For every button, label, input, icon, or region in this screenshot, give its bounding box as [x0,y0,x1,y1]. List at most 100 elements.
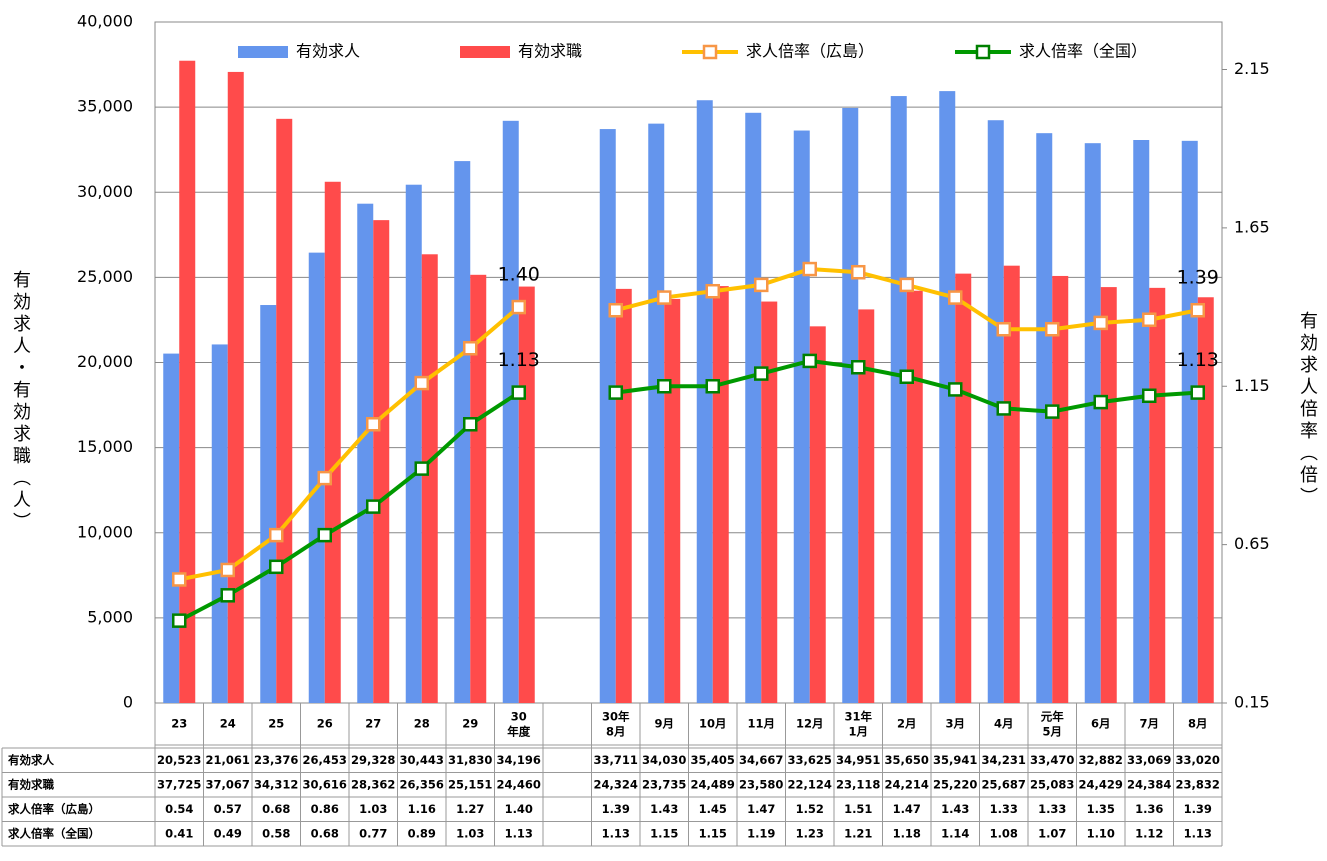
x-tick-label: 9月 [654,717,674,731]
table-cell: 1.39 [1184,802,1212,816]
x-tick-label: 24 [220,717,236,731]
marker [220,588,235,603]
x-tick-label: 27 [365,717,381,731]
table-cell: 1.16 [408,802,436,816]
table-cell: 1.47 [893,802,921,816]
marker [802,353,817,369]
marker [366,417,381,432]
y2-tick-label: 1.65 [1234,217,1270,236]
marker [414,461,429,476]
table-cell: 33,020 [1176,753,1220,767]
marker [172,613,187,628]
bar [712,286,729,703]
marker [851,360,866,375]
table-cell: 22,124 [788,777,832,791]
table-cell: 1.43 [650,802,678,816]
table-row-label: 有効求職 [8,777,54,791]
marker [657,379,672,394]
bar [276,118,293,704]
marker [1190,302,1205,318]
table-cell: 0.49 [214,826,242,840]
legend-swatch [702,44,718,60]
marker [899,277,914,293]
table-cell: 0.86 [311,802,339,816]
table-cell: 23,832 [1176,777,1220,791]
data-label: 1.13 [498,349,540,371]
table-cell: 26,453 [303,753,347,767]
marker [317,527,332,543]
marker [899,369,914,385]
table-cell: 1.36 [1135,802,1163,816]
table-cell: 35,941 [933,753,977,767]
x-tick-label: 10月 [699,717,727,731]
marker [802,261,817,277]
marker [269,559,284,575]
table-cell: 34,667 [739,753,783,767]
y-tick-label: 20,000 [77,352,133,371]
marker [463,340,478,356]
table-cell: 30,443 [400,753,444,767]
bar [648,123,665,703]
marker [269,527,284,543]
bar [1036,133,1053,704]
marker [996,401,1011,416]
bar [599,129,616,704]
x-tick-label: 30年 8月 [602,709,630,738]
y-tick-label: 5,000 [87,607,133,626]
marker [851,264,866,280]
x-tick-label: 25 [268,717,284,731]
table-cell: 24,429 [1079,777,1123,791]
table-cell: 23,580 [739,777,783,791]
marker [996,321,1011,337]
bar [227,71,244,703]
bar [858,309,875,703]
x-tick-label: 31年 1月 [844,709,872,738]
table-cell: 28,362 [351,777,395,791]
table-cell: 0.77 [359,826,387,840]
table-cell: 1.23 [796,826,824,840]
table-cell: 34,951 [836,753,880,767]
bar [1052,275,1069,703]
table-cell: 24,460 [497,777,541,791]
table-cell: 24,214 [885,777,929,791]
table-row-label: 求人倍率（広島） [8,802,100,816]
bar [955,273,972,703]
bar [1003,265,1020,703]
y-tick-label: 25,000 [77,267,133,286]
table-cell: 24,489 [691,777,735,791]
table-cell: 1.51 [844,802,872,816]
table-cell: 24,384 [1127,777,1171,791]
legend-label: 有効求職 [518,42,582,61]
marker [463,417,478,432]
bar [308,252,325,703]
marker [366,499,381,514]
y-axis-title: 有効求人・有効求職（人） [10,270,31,534]
table-cell: 0.89 [408,826,436,840]
table-cell: 1.12 [1135,826,1163,840]
bar [1100,287,1117,703]
marker [172,572,187,587]
y-tick-label: 30,000 [77,182,133,201]
table-cell: 31,830 [448,753,492,767]
table-cell: 0.58 [262,826,290,840]
table-cell: 1.35 [1087,802,1115,816]
table-cell: 1.08 [990,826,1018,840]
table-cell: 0.68 [311,826,339,840]
bar [1149,287,1166,703]
table-cell: 33,069 [1127,753,1171,767]
data-label: 1.40 [498,264,540,286]
marker [1093,394,1108,410]
table-cell: 1.40 [505,802,533,816]
table-cell: 1.45 [699,802,727,816]
table-cell: 24,324 [594,777,638,791]
marker [1142,312,1157,327]
y2-axis-title: 有効求人倍率（倍） [1297,311,1318,509]
y-tick-label: 0 [123,693,133,712]
table-cell: 1.19 [747,826,775,840]
table-cell: 1.52 [796,802,824,816]
bar [793,130,810,704]
marker [511,385,526,400]
table-cell: 29,328 [351,753,395,767]
y-tick-label: 10,000 [77,522,133,541]
bar [1181,140,1198,704]
